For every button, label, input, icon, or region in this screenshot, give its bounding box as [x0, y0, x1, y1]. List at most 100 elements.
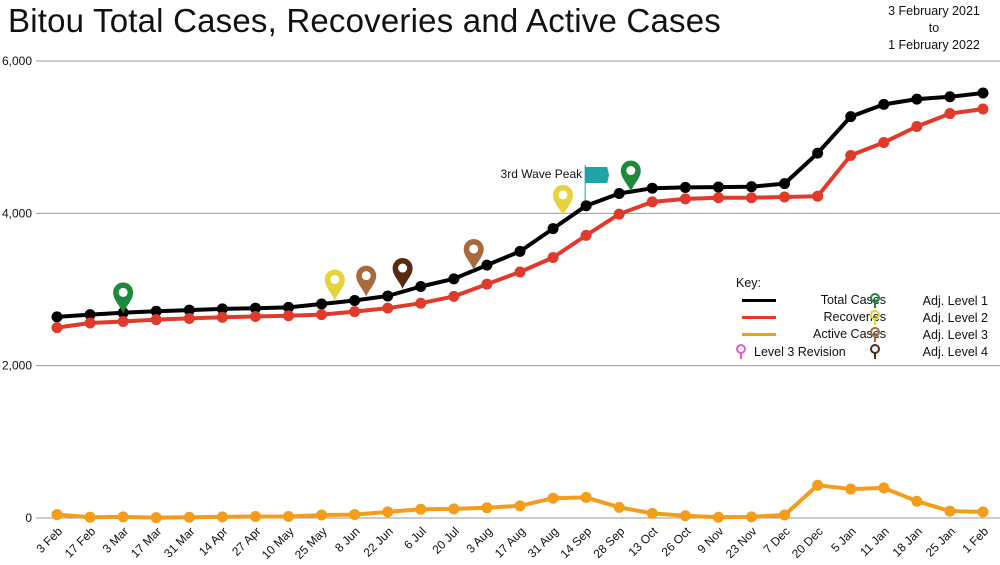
data-point	[878, 136, 890, 148]
legend-label-level1: Adj. Level 1	[922, 294, 988, 308]
legend-label-revision: Level 3 Revision	[754, 345, 846, 359]
x-tick-label: 3 Mar	[100, 524, 132, 556]
pin-body	[392, 258, 413, 290]
data-point	[812, 479, 824, 491]
level2-pin-icon	[870, 310, 880, 325]
x-tick-label: 3 Aug	[463, 524, 495, 556]
data-point	[150, 512, 162, 524]
data-point	[382, 302, 394, 314]
data-point	[249, 302, 261, 314]
legend-item-level4: Adj. Level 4	[868, 344, 988, 360]
legend-item-total: Total Cases	[736, 293, 886, 307]
data-point	[448, 503, 460, 515]
pin-body	[113, 282, 134, 314]
level3-pin-icon	[356, 265, 377, 297]
data-point	[183, 304, 195, 316]
level3-pin-icon	[463, 238, 484, 270]
data-point	[183, 312, 195, 324]
x-tick-label: 3 Feb	[34, 524, 66, 556]
legend-label-level4: Adj. Level 4	[922, 345, 988, 359]
data-point	[316, 509, 328, 521]
level2-pin-icon	[552, 184, 573, 216]
pin-body	[356, 265, 377, 297]
x-tick-label: 27 Apr	[229, 524, 263, 558]
data-point	[613, 188, 625, 200]
x-tick-label: 25 May	[292, 524, 330, 562]
data-point	[779, 178, 791, 190]
data-point	[845, 111, 857, 123]
data-point	[283, 510, 294, 522]
data-point	[712, 192, 724, 204]
data-point	[415, 297, 427, 309]
legend-item-level3: Adj. Level 3	[868, 327, 988, 343]
data-point	[712, 511, 724, 523]
date-to: 1 February 2022	[888, 38, 980, 52]
data-point	[746, 511, 757, 523]
peak-flag-icon	[585, 167, 610, 183]
data-point	[812, 190, 824, 202]
data-point	[415, 503, 427, 515]
x-tick-label: 10 May	[259, 524, 297, 562]
x-tick-label: 17 Aug	[492, 524, 528, 560]
data-point	[283, 301, 294, 313]
data-point	[84, 317, 96, 329]
data-point	[944, 505, 956, 517]
level1-pin-icon	[620, 160, 641, 192]
data-point	[448, 273, 460, 285]
data-point	[977, 506, 989, 518]
data-point	[646, 507, 658, 519]
legend-label-total: Total Cases	[820, 293, 886, 307]
data-point	[878, 98, 890, 110]
data-point	[679, 510, 691, 522]
data-point	[481, 502, 493, 514]
data-point	[382, 290, 394, 302]
y-tick-label: 6,000	[2, 54, 32, 68]
series-group	[51, 87, 989, 524]
x-tick-label: 14 Sep	[557, 524, 594, 561]
data-point	[514, 500, 526, 512]
pin-hole	[558, 190, 568, 200]
data-point	[283, 310, 294, 322]
data-point	[51, 509, 63, 521]
data-point	[481, 259, 493, 271]
x-tick-label: 7 Dec	[761, 524, 793, 556]
data-point	[845, 483, 857, 495]
level2-pin-icon	[324, 269, 345, 301]
data-point	[547, 252, 559, 264]
data-point	[316, 309, 328, 321]
level1-pin-icon	[113, 282, 134, 314]
data-point	[712, 181, 724, 193]
data-point	[746, 181, 757, 193]
x-tick-label: 18 Jan	[890, 524, 925, 559]
data-point	[878, 482, 890, 494]
x-tick-label: 31 Aug	[525, 524, 561, 560]
legend-item-revision: Level 3 Revision	[734, 344, 846, 360]
data-point	[382, 506, 394, 518]
legend-item-recoveries: Recoveries	[736, 310, 886, 324]
y-tick-label: 4,000	[2, 206, 32, 220]
data-point	[51, 311, 63, 323]
data-point	[547, 223, 559, 235]
date-range: 3 February 2021 to 1 February 2022	[874, 3, 994, 54]
data-point	[349, 295, 361, 307]
data-point	[117, 511, 129, 523]
data-point	[679, 181, 691, 193]
pin-hole	[469, 244, 479, 254]
x-tick-label: 6 Jul	[401, 524, 429, 552]
date-from: 3 February 2021	[888, 4, 980, 18]
data-point	[448, 290, 460, 302]
y-axis: 0 2,000 4,000 6,000	[2, 54, 32, 525]
x-tick-label: 20 Dec	[789, 524, 826, 561]
data-point	[977, 87, 989, 99]
level1-pin-icon	[870, 293, 880, 308]
data-point	[646, 196, 658, 208]
legend-swatch-active	[742, 332, 776, 336]
level3-pin-icon	[870, 327, 880, 342]
x-tick-label: 28 Sep	[591, 524, 628, 561]
x-tick-label: 1 Feb	[960, 524, 992, 556]
peak-label: 3rd Wave Peak	[501, 167, 584, 181]
legend-item-active: Active Cases	[736, 327, 886, 341]
data-point	[216, 311, 228, 323]
